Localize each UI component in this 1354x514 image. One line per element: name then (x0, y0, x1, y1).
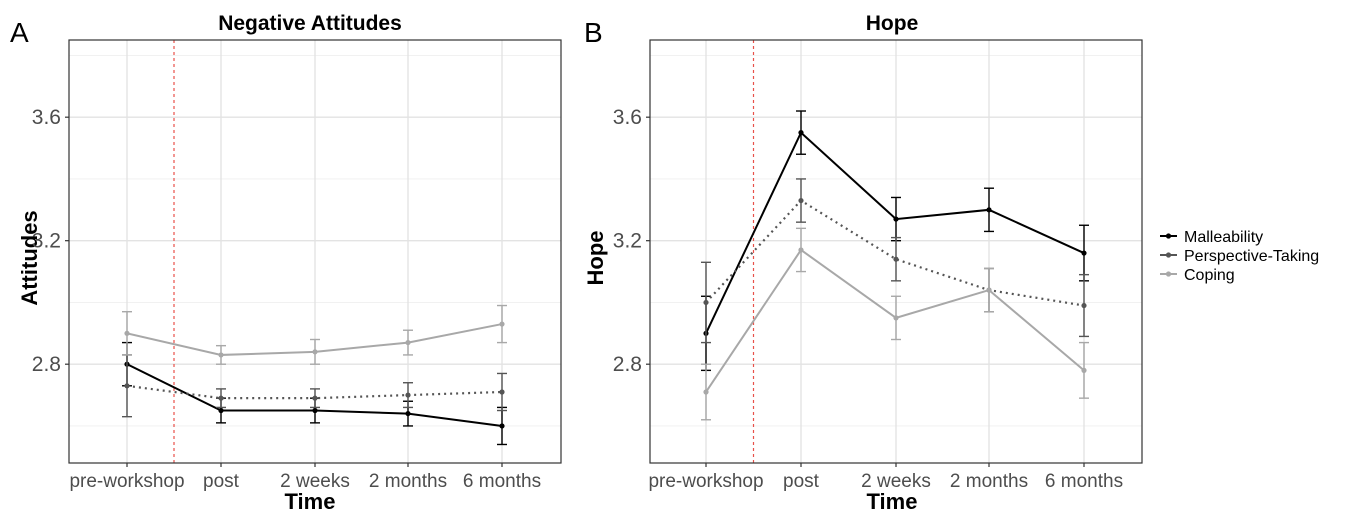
panel-b-coping-point (1081, 367, 1087, 373)
panel-a-x-axis-label: Time (285, 489, 336, 514)
legend-key-point-malleability (1165, 233, 1172, 239)
panel-a-malleability-point (218, 407, 224, 414)
panel-b-malleability-point (798, 130, 804, 136)
panel-b-perspective-taking-point (703, 299, 709, 306)
panel-a-malleability-point (499, 423, 505, 429)
panel-a-y-tick-label: 3.2 (32, 230, 61, 253)
panel-a-x-tick-label: 6 months (463, 471, 541, 492)
panel-a-title: Negative Attitudes (218, 12, 402, 35)
panel-b-malleability-point (986, 207, 992, 213)
panel-b-coping-point (986, 287, 992, 293)
panel-a-x-tick-label: post (203, 471, 240, 492)
panel-b-perspective-taking-point (1081, 302, 1087, 309)
legend-label-coping: Coping (1184, 267, 1235, 284)
panel-a-perspective-taking-point (218, 395, 224, 401)
panel-a-perspective-taking-point (405, 392, 411, 398)
panel-a-perspective-taking-point (312, 395, 318, 401)
panel-a-malleability-point (405, 410, 411, 417)
panel-a-x-tick-label: pre-workshop (69, 471, 184, 492)
panel-b-letter: B (584, 17, 603, 48)
panel-b-malleability-point (1081, 250, 1087, 256)
panel-a: A Negative Attitudes Time Attitudes 2.8 3… (10, 12, 562, 514)
panel-a-plot-area: 2.8 3.2 3.6 pre-workshop post 2 weeks 2 months… (32, 39, 562, 492)
panel-a-coping-point (124, 330, 130, 336)
legend-label-malleability: Malleability (1184, 229, 1263, 246)
panel-b: B Hope Time Hope 2.8 3.2 3.6 pre-workshop po… (583, 12, 1143, 514)
panel-b-plot-area: 2.8 3.2 3.6 pre-workshop post 2 weeks 2 months… (613, 39, 1143, 492)
panel-b-perspective-taking-point (893, 256, 899, 262)
panel-b-y-axis-label: Hope (583, 231, 608, 286)
panel-b-y-tick-label: 2.8 (613, 353, 642, 376)
panel-a-perspective-taking-point (124, 383, 130, 389)
panel-a-coping-point (405, 339, 411, 346)
panel-a-coping-point (218, 352, 224, 358)
panel-a-y-tick-label: 3.6 (32, 106, 61, 129)
panel-b-y-tick-label: 3.2 (613, 230, 642, 253)
panel-b-malleability-point (893, 216, 899, 222)
panel-a-x-tick-label: 2 months (369, 471, 447, 492)
legend-key-point-perspective-taking (1165, 252, 1172, 258)
panel-b-y-tick-label: 3.6 (613, 106, 642, 129)
panel-a-x-tick-label: 2 weeks (280, 471, 350, 492)
panel-a-malleability-point (312, 407, 318, 414)
panel-a-y-axis-label: Attitudes (17, 210, 42, 305)
panel-b-x-tick-label: post (783, 471, 820, 492)
panel-a-perspective-taking-line (126, 384, 503, 400)
panel-a-perspective-taking-point (499, 389, 505, 395)
panel-b-x-tick-label: 2 weeks (861, 471, 931, 492)
panel-b-perspective-taking-point (798, 197, 804, 204)
panel-a-coping-point (499, 321, 505, 327)
panel-b-coping-point (798, 247, 804, 253)
panel-a-y-tick-label: 2.8 (32, 353, 61, 376)
panel-a-coping-point (312, 349, 318, 355)
panel-b-x-axis-label: Time (867, 489, 918, 514)
legend-label-perspective-taking: Perspective-Taking (1184, 248, 1319, 265)
panel-b-coping-point (703, 389, 709, 395)
legend: Malleability Perspective-Taking Coping (1160, 229, 1319, 284)
panel-b-coping-point (893, 315, 899, 321)
panel-b-x-tick-label: 2 months (950, 471, 1028, 492)
panel-a-letter: A (10, 17, 29, 48)
panel-b-title: Hope (866, 12, 919, 35)
panel-b-x-tick-label: pre-workshop (648, 471, 763, 492)
legend-key-point-coping (1165, 271, 1172, 277)
panel-b-x-tick-label: 6 months (1045, 471, 1123, 492)
